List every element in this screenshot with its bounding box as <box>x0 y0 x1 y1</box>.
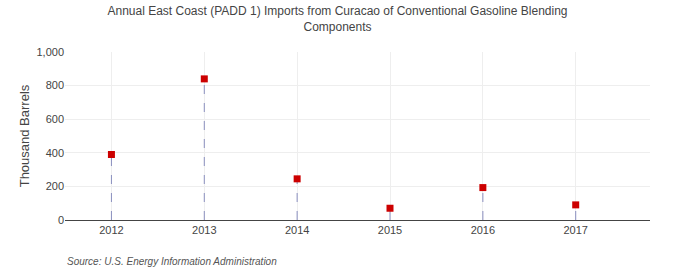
svg-text:0: 0 <box>58 214 64 226</box>
svg-text:2017: 2017 <box>563 224 587 236</box>
svg-text:800: 800 <box>46 79 64 91</box>
svg-text:2013: 2013 <box>192 224 216 236</box>
svg-text:2015: 2015 <box>378 224 402 236</box>
svg-text:400: 400 <box>46 147 64 159</box>
svg-text:Source: U.S. Energy Informatio: Source: U.S. Energy Information Administ… <box>67 256 277 267</box>
svg-text:200: 200 <box>46 180 64 192</box>
svg-text:Thousand Barrels: Thousand Barrels <box>17 84 32 187</box>
svg-text:2014: 2014 <box>285 224 309 236</box>
svg-text:600: 600 <box>46 113 64 125</box>
svg-text:1,000: 1,000 <box>36 46 64 58</box>
svg-text:2012: 2012 <box>99 224 123 236</box>
svg-text:Annual East Coast (PADD 1) Imp: Annual East Coast (PADD 1) Imports from … <box>107 4 567 34</box>
svg-text:2016: 2016 <box>471 224 495 236</box>
